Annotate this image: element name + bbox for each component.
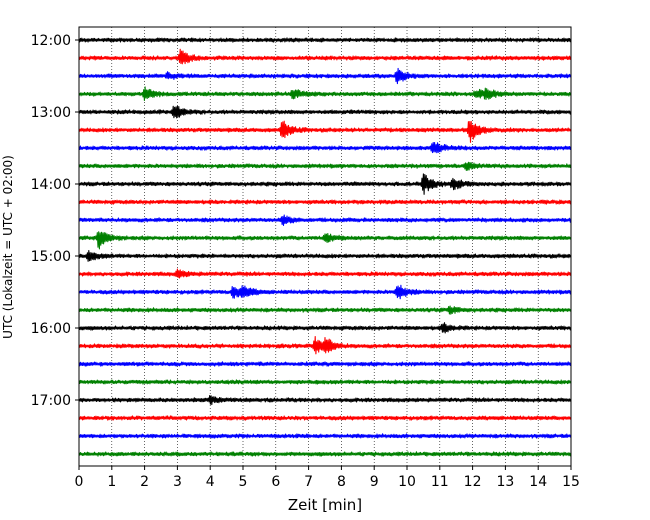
y-axis-label: UTC (Lokalzeit = UTC + 02:00) <box>1 155 15 339</box>
trace-line <box>78 199 572 205</box>
grid-lines <box>111 27 539 466</box>
x-tick-label: 7 <box>304 474 313 490</box>
x-tick-label: 5 <box>239 474 248 490</box>
x-tick-label: 1 <box>107 474 116 490</box>
y-tick-label: 14:00 <box>31 177 71 193</box>
trace-line <box>78 67 572 85</box>
x-axis-ticks: 0 1 2 3 4 5 6 7 8 9 10 11 12 13 14 15 <box>75 466 580 490</box>
trace-line <box>78 48 572 65</box>
trace-line <box>78 37 572 43</box>
x-tick-label: 13 <box>496 474 514 490</box>
x-tick-label: 0 <box>75 474 84 490</box>
x-tick-label: 12 <box>464 474 482 490</box>
x-tick-label: 4 <box>206 474 215 490</box>
trace-line <box>78 394 572 406</box>
trace-line <box>78 305 572 315</box>
trace-line <box>78 433 572 439</box>
seismic-traces <box>78 37 572 457</box>
trace-line <box>78 105 572 119</box>
y-tick-label: 12:00 <box>31 33 71 49</box>
trace-line <box>78 214 572 227</box>
trace-line <box>78 161 572 172</box>
x-tick-label: 2 <box>140 474 149 490</box>
x-tick-label: 10 <box>398 474 416 490</box>
trace-line <box>78 335 572 355</box>
x-tick-label: 8 <box>337 474 346 490</box>
y-tick-label: 13:00 <box>31 105 71 121</box>
trace-line <box>78 120 572 143</box>
y-tick-label: 17:00 <box>31 393 71 409</box>
trace-line <box>78 361 572 367</box>
x-tick-label: 9 <box>370 474 379 490</box>
plot-frame <box>78 26 572 467</box>
trace-line <box>78 231 572 250</box>
x-tick-label: 3 <box>173 474 182 490</box>
trace-line <box>78 173 572 195</box>
x-tick-label: 14 <box>529 474 547 490</box>
x-tick-label: 15 <box>562 474 580 490</box>
trace-line <box>78 250 572 262</box>
x-tick-label: 11 <box>431 474 449 490</box>
x-tick-label: 6 <box>271 474 280 490</box>
trace-line <box>78 451 572 457</box>
trace-line <box>78 86 572 102</box>
trace-line <box>78 379 572 385</box>
y-tick-label: 15:00 <box>31 249 71 265</box>
trace-line <box>78 268 572 279</box>
trace-line <box>78 141 572 154</box>
y-axis-ticks: 12:00 13:00 14:00 15:00 16:00 17:00 <box>31 33 79 409</box>
x-axis-label: Zeit [min] <box>288 496 362 514</box>
trace-line <box>78 415 572 421</box>
trace-line <box>78 322 572 334</box>
trace-line <box>78 284 572 300</box>
y-tick-label: 16:00 <box>31 321 71 337</box>
